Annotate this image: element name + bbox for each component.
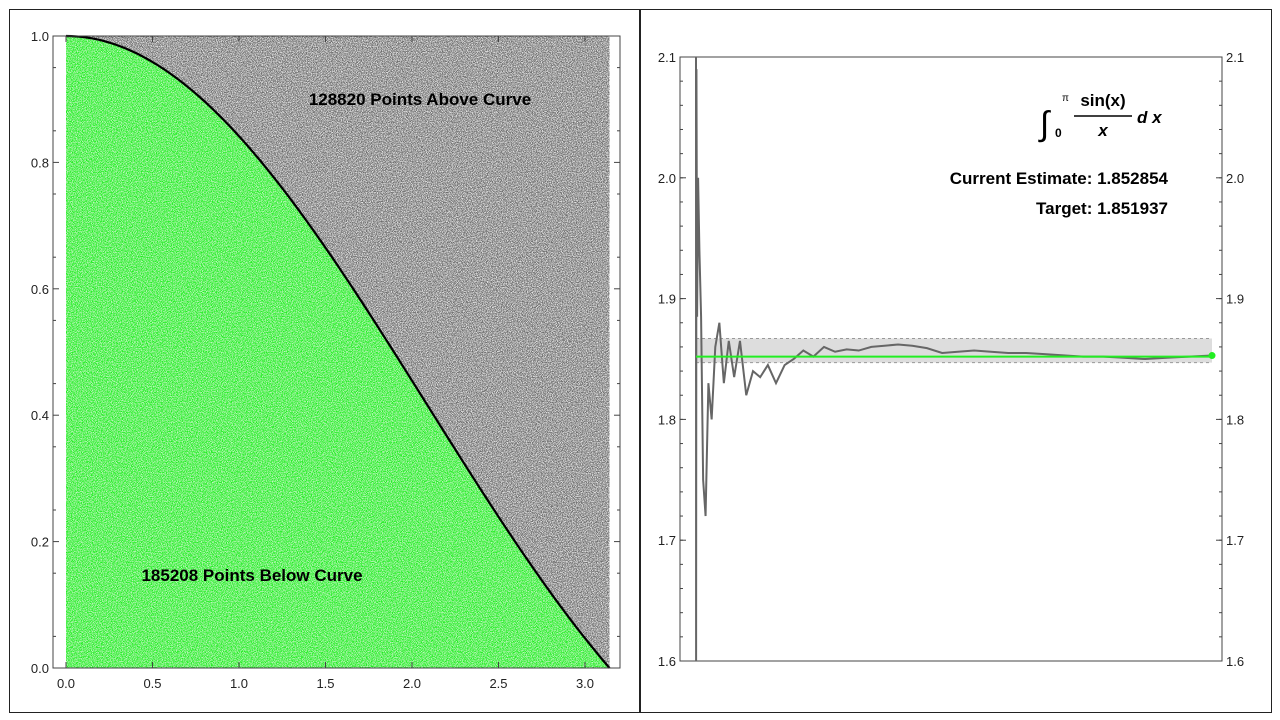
y-tick-label: 1.7 bbox=[658, 533, 676, 548]
curve-sinx-over-x bbox=[65, 34, 611, 669]
integral-sign: ∫ bbox=[1038, 105, 1051, 143]
y-tick-label: 2.1 bbox=[658, 50, 676, 65]
target-label: Target: 1.851937 bbox=[1036, 199, 1168, 218]
y-tick-label: 0.4 bbox=[31, 408, 49, 423]
y-tick-label: 0.6 bbox=[31, 282, 49, 297]
plot-frame bbox=[679, 56, 1223, 662]
y-tick-label-right: 1.9 bbox=[1226, 292, 1244, 307]
x-tick-label: 0.5 bbox=[143, 676, 161, 691]
numerator: sin(x) bbox=[1080, 91, 1125, 110]
x-tick-label: 1.5 bbox=[316, 676, 334, 691]
left-panel bbox=[9, 9, 641, 713]
y-tick-label: 2.0 bbox=[658, 171, 676, 186]
y-tick-label-right: 1.8 bbox=[1226, 412, 1244, 427]
estimate-series-line bbox=[695, 57, 1213, 661]
above-count-label: 128820 Points Above Curve bbox=[309, 90, 531, 109]
y-tick-label: 1.9 bbox=[658, 292, 676, 307]
x-tick-label: 2.5 bbox=[489, 676, 507, 691]
x-tick-label: 0.0 bbox=[57, 676, 75, 691]
y-tick-label-right: 2.1 bbox=[1226, 50, 1244, 65]
integral-lower: 0 bbox=[1055, 126, 1062, 140]
below-count-label: 185208 Points Below Curve bbox=[141, 566, 362, 585]
x-tick-label: 3.0 bbox=[576, 676, 594, 691]
current-estimate-point bbox=[1208, 352, 1216, 360]
x-tick-label: 1.0 bbox=[230, 676, 248, 691]
y-tick-label: 1.0 bbox=[31, 29, 49, 44]
integral-upper: π bbox=[1062, 93, 1069, 104]
plot-frame bbox=[52, 35, 621, 669]
below-points-region bbox=[66, 36, 610, 668]
y-tick-label: 0.0 bbox=[31, 661, 49, 676]
y-tick-label: 1.8 bbox=[658, 412, 676, 427]
denominator: x bbox=[1097, 121, 1109, 140]
x-tick-label: 2.0 bbox=[403, 676, 421, 691]
differential: d x bbox=[1137, 108, 1163, 127]
y-tick-label-right: 1.6 bbox=[1226, 654, 1244, 669]
y-tick-label-right: 2.0 bbox=[1226, 171, 1244, 186]
current-estimate-label: Current Estimate: 1.852854 bbox=[950, 169, 1169, 188]
formula: ∫ π 0 sin(x) x d x bbox=[1038, 91, 1163, 143]
right-panel bbox=[639, 9, 1272, 713]
y-tick-label-right: 1.7 bbox=[1226, 533, 1244, 548]
y-tick-label: 0.2 bbox=[31, 535, 49, 550]
y-tick-label: 1.6 bbox=[658, 654, 676, 669]
y-tick-label: 0.8 bbox=[31, 155, 49, 170]
